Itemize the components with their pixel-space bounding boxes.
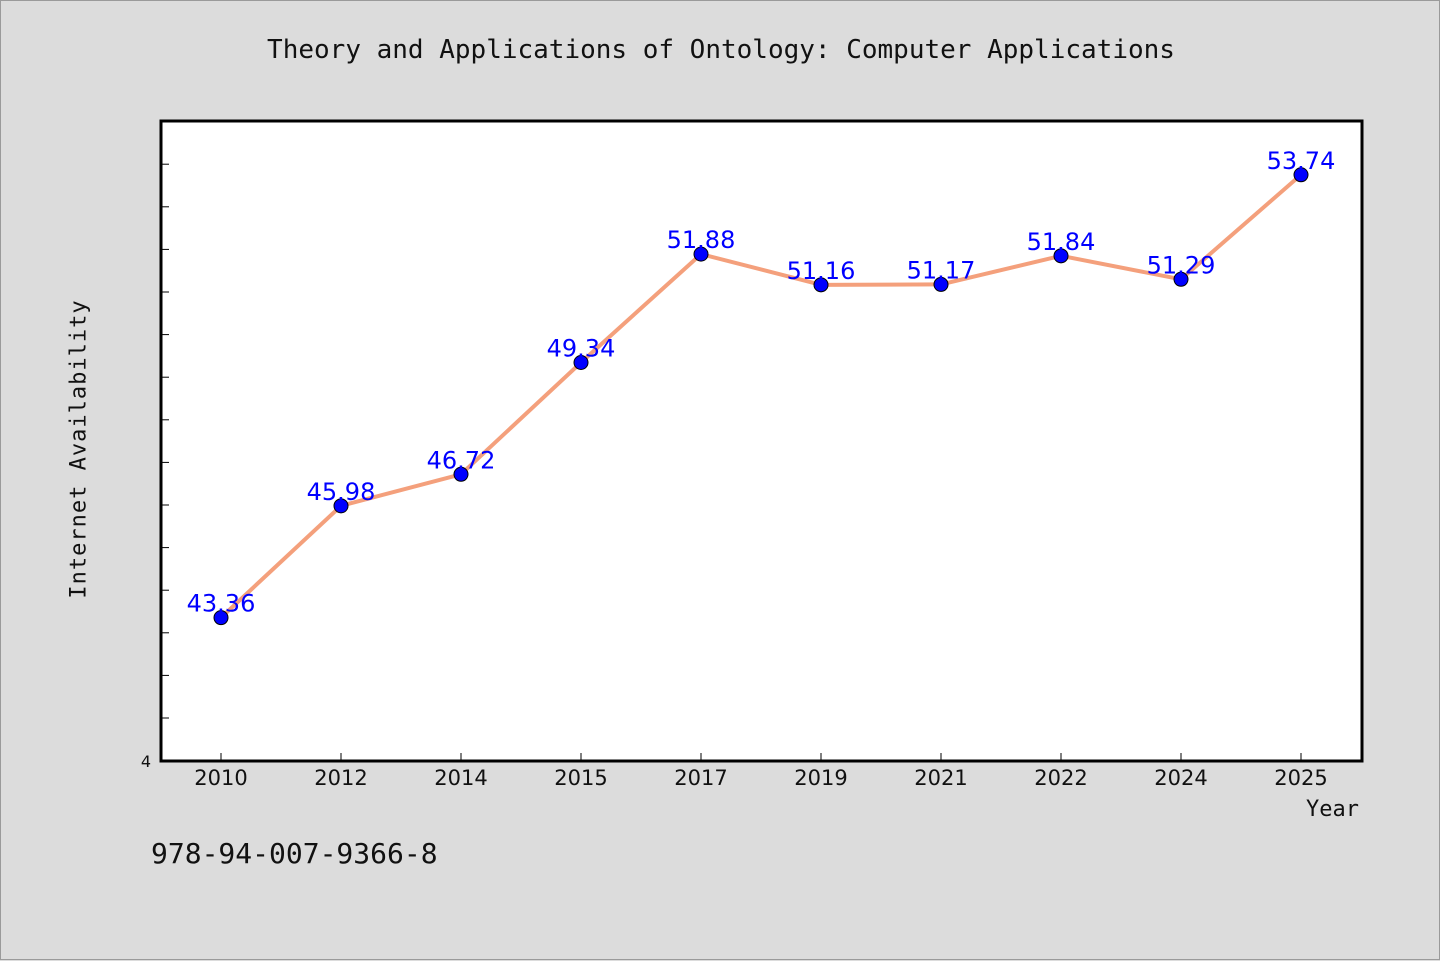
x-tick-label: 2022 [1034,766,1087,790]
data-point [453,466,469,482]
data-label: 53.74 [1267,147,1336,175]
x-tick-label: 2012 [314,766,367,790]
series-line [219,173,1303,620]
x-tick-label: 2010 [194,766,247,790]
data-label: 46.72 [427,446,496,474]
plot-area [159,119,1364,763]
data-label: 51.88 [667,226,736,254]
data-point [333,498,349,514]
data-point [933,276,949,292]
data-label: 45.98 [307,478,376,506]
x-tick-label: 2021 [914,766,967,790]
x-tick-label: 2015 [554,766,607,790]
data-label: 43.36 [187,590,256,618]
data-label: 51.16 [787,257,856,285]
data-label: 51.29 [1147,251,1216,279]
chart-title: Theory and Applications of Ontology: Com… [267,35,1175,65]
data-point [693,246,709,262]
data-label: 49.34 [547,334,616,362]
x-tick-label: 2024 [1154,766,1207,790]
x-tick-label: 2019 [794,766,847,790]
data-point [1053,248,1069,264]
x-tick-label: 2017 [674,766,727,790]
x-axis-label: Year [1306,797,1359,822]
y-tick-label: 4 [141,752,151,771]
footer-isbn: 978-94-007-9366-8 [151,837,438,870]
data-point [573,354,589,370]
data-point [813,277,829,293]
data-point [1293,167,1309,183]
data-point [213,610,229,626]
x-tick-label: 2014 [434,766,487,790]
data-label: 51.84 [1027,228,1096,256]
data-point [1173,271,1189,287]
x-tick-label: 2025 [1274,766,1327,790]
data-label: 51.17 [907,256,976,284]
